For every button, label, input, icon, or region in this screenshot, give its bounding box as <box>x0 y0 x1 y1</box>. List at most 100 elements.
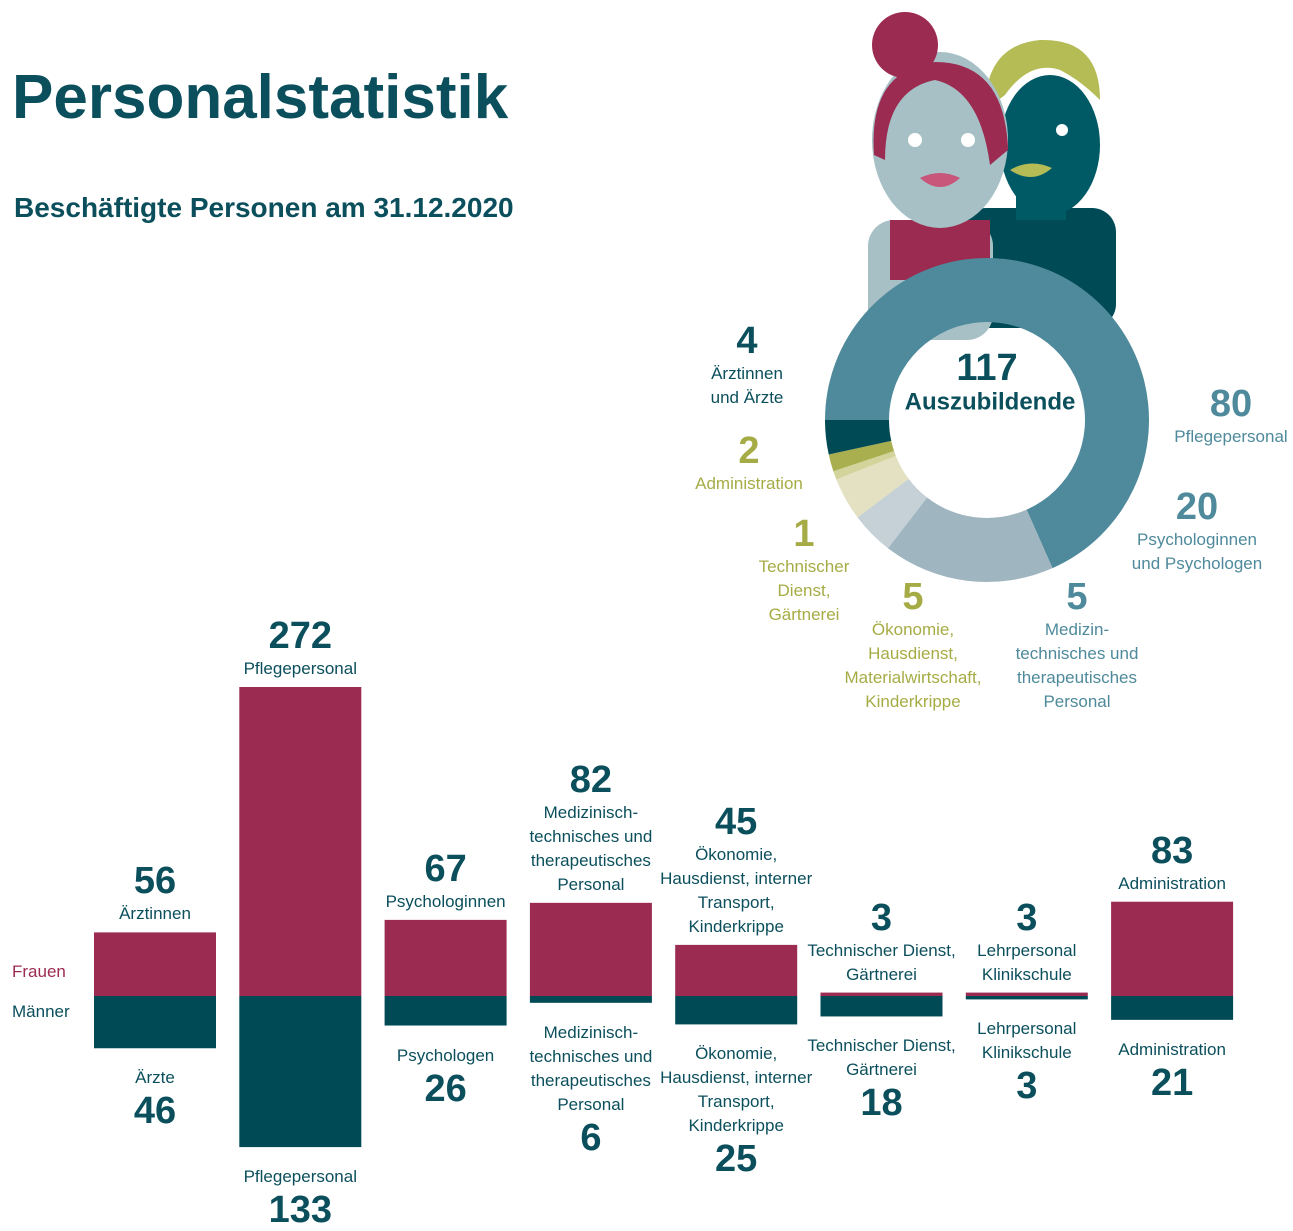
bar-men <box>529 996 652 1003</box>
category-label: Lehrpersonal Klinikschule <box>977 940 1077 984</box>
bar-women <box>820 992 943 996</box>
bar-label-women: 82 Medizinisch-technisches und therapeuti… <box>513 759 669 897</box>
donut-segment <box>825 258 1149 569</box>
donut-value: 2 <box>738 430 760 472</box>
category-label: Pflegepersonal <box>243 659 357 679</box>
category-label: Administration <box>1118 1039 1226 1059</box>
donut-value: 80 <box>1209 383 1253 425</box>
category-label: Ökonomie, Hausdienst, interner Transport… <box>660 1044 813 1136</box>
donut-value: 20 <box>1175 486 1219 528</box>
legend-item: Männer <box>12 1002 70 1021</box>
category-label: Lehrpersonal Klinikschule <box>977 1019 1077 1063</box>
donut-label: 20 Psychologinnen und Psychologen <box>1122 486 1272 576</box>
bar-label-women: 45 Ökonomie, Hausdienst, interner Transpo… <box>658 801 814 939</box>
donut-category: Psychologinnen und Psychologen <box>1131 530 1263 573</box>
bar-men <box>239 996 362 1148</box>
donut-label: 2 Administration <box>674 430 824 496</box>
bar-label-men: Psychologen 26 <box>368 1044 524 1110</box>
bar-label-women: 67 Psychologinnen <box>368 848 524 914</box>
donut-segment <box>887 497 1053 583</box>
donut-segment <box>825 420 892 455</box>
donut-label: 5 Medizin-technisches und therapeutisches… <box>1002 576 1152 714</box>
donut-value: 4 <box>736 320 758 362</box>
category-label: Ärztinnen <box>119 904 191 924</box>
bar-women <box>94 932 216 996</box>
bar-women <box>965 992 1088 996</box>
donut-label: 1 Technischer Dienst, Gärtnerei <box>749 513 859 627</box>
bar-label-men: Ärzte 46 <box>77 1066 233 1132</box>
subtitle: Beschäftigte Personen am 31.12.2020 <box>14 192 514 223</box>
bar-men <box>94 996 216 1049</box>
bar-women <box>1111 901 1234 996</box>
legend-item: Frauen <box>12 962 66 981</box>
category-label: Psychologen <box>396 1045 495 1065</box>
value-label: 56 <box>133 860 177 903</box>
bar-label-men: Medizinisch-technisches und therapeutisc… <box>513 1021 669 1159</box>
donut-total: 117 <box>956 347 1017 389</box>
donut-value: 5 <box>1066 576 1088 618</box>
category-label: Psychologinnen <box>385 891 506 911</box>
bar-women <box>239 687 362 996</box>
bar-label-men: Technischer Dienst, Gärtnerei 18 <box>804 1034 960 1124</box>
bar-women <box>529 902 652 996</box>
donut-segment <box>836 455 909 518</box>
bar-label-women: 56 Ärztinnen <box>77 860 233 926</box>
bar-men <box>384 996 507 1026</box>
category-label: Ökonomie, Hausdienst, interner Transport… <box>660 844 813 936</box>
category-label: Technischer Dienst, Gärtnerei <box>807 940 956 984</box>
value-label: 82 <box>569 758 613 801</box>
donut-segment <box>833 451 896 480</box>
donut-label: 4 Ärztinnen und Ärzte <box>697 320 797 410</box>
category-label: Pflegepersonal <box>243 1167 357 1187</box>
value-label: 3 <box>870 896 893 939</box>
bar-women <box>384 919 507 996</box>
value-label: 46 <box>133 1090 177 1133</box>
category-label: Administration <box>1118 873 1226 893</box>
donut-label: 80 Pflegepersonal <box>1151 383 1293 449</box>
bar-label-women: 3 Technischer Dienst, Gärtnerei <box>804 897 960 987</box>
donut-value: 5 <box>902 576 924 618</box>
bar-label-men: Ökonomie, Hausdienst, interner Transport… <box>658 1042 814 1180</box>
value-label: 3 <box>1016 1065 1038 1108</box>
bar-men <box>965 996 1088 1000</box>
donut-category: Pflegepersonal <box>1174 427 1288 446</box>
value-label: 21 <box>1150 1061 1194 1104</box>
bar-label-women: 83 Administration <box>1094 830 1250 896</box>
value-label: 25 <box>715 1138 758 1181</box>
donut-segment <box>828 440 895 472</box>
category-label: Technischer Dienst, Gärtnerei <box>807 1036 956 1080</box>
value-label: 67 <box>424 847 467 890</box>
category-label: Ärzte <box>135 1068 175 1088</box>
bar-label-women: 272 Pflegepersonal <box>222 615 378 681</box>
donut-category: Medizin-technisches und therapeutisches … <box>1015 620 1139 711</box>
bar-label-men: Administration 21 <box>1094 1038 1250 1104</box>
bar-label-men: Pflegepersonal 133 <box>222 1165 378 1231</box>
bar-men <box>820 996 943 1017</box>
value-label: 45 <box>715 800 758 843</box>
value-label: 83 <box>1150 829 1194 872</box>
bar-label-men: Lehrpersonal Klinikschule 3 <box>949 1017 1105 1107</box>
bar-men <box>1111 996 1234 1020</box>
value-label: 26 <box>424 1067 467 1110</box>
donut-value: 1 <box>793 513 815 555</box>
bar-women <box>675 944 798 996</box>
category-label: Medizinisch-technisches und therapeutisc… <box>529 802 653 894</box>
category-label: Medizinisch-technisches und therapeutisc… <box>529 1022 653 1114</box>
value-label: 3 <box>1016 896 1038 939</box>
donut-total-label: Auszubildende <box>905 388 1076 415</box>
bar-label-women: 3 Lehrpersonal Klinikschule <box>949 897 1105 987</box>
value-label: 272 <box>268 615 332 658</box>
donut-category: Administration <box>695 474 803 493</box>
bar-men <box>675 996 798 1025</box>
donut-category: Ärztinnen und Ärzte <box>710 364 784 407</box>
donut-segment <box>857 478 928 549</box>
value-label: 18 <box>860 1082 903 1125</box>
title: Personalstatistik <box>12 63 509 132</box>
donut-label: 5 Ökonomie, Hausdienst, Materialwirtschaf… <box>833 576 993 714</box>
value-label: 133 <box>268 1189 332 1231</box>
donut-category: Technischer Dienst, Gärtnerei <box>758 557 850 624</box>
donut-category: Ökonomie, Hausdienst, Materialwirtschaft… <box>844 620 982 711</box>
value-label: 6 <box>580 1116 602 1159</box>
